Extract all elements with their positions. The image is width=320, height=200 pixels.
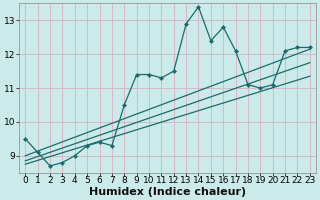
X-axis label: Humidex (Indice chaleur): Humidex (Indice chaleur) (89, 187, 246, 197)
